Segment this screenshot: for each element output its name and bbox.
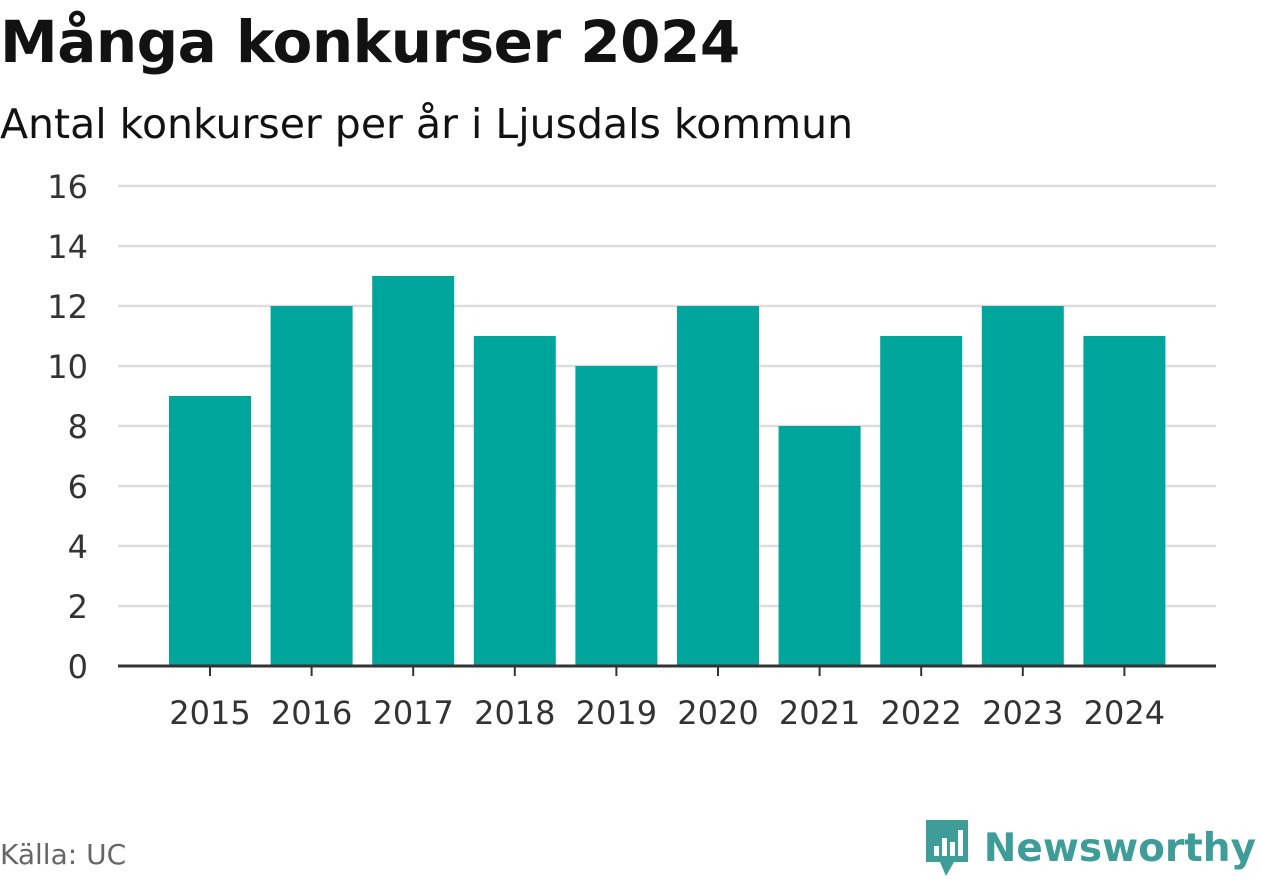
x-tick-label: 2017 <box>372 694 453 732</box>
bars <box>169 276 1166 666</box>
x-tick-label: 2024 <box>1084 694 1165 732</box>
bar <box>677 306 759 666</box>
y-tick-label: 8 <box>68 408 88 446</box>
brand-logo: Newsworthy <box>922 818 1256 878</box>
brand-name: Newsworthy <box>983 825 1256 871</box>
x-tick-label: 2023 <box>982 694 1063 732</box>
y-tick-label: 6 <box>68 468 88 506</box>
bar <box>473 336 556 666</box>
chart-title: Många konkurser 2024 <box>0 8 740 76</box>
y-tick-label: 2 <box>68 588 88 626</box>
y-tick-label: 12 <box>47 288 88 326</box>
x-tick-label: 2019 <box>576 694 657 732</box>
bar <box>270 306 353 666</box>
bar <box>981 306 1064 666</box>
bar <box>880 336 963 666</box>
bar <box>1083 336 1166 666</box>
y-tick-label: 16 <box>47 168 88 206</box>
bar <box>778 426 861 666</box>
bar <box>169 396 251 666</box>
x-tick-label: 2022 <box>880 694 961 732</box>
y-tick-label: 0 <box>68 648 88 686</box>
bar <box>372 276 455 666</box>
source-note: Källa: UC <box>0 838 127 871</box>
axes <box>118 664 1216 676</box>
x-tick-label: 2016 <box>271 694 352 732</box>
x-tick-label: 2021 <box>779 694 860 732</box>
y-tick-label: 4 <box>68 528 88 566</box>
y-tick-label: 14 <box>47 228 88 266</box>
tick-labels: 0 2 4 6 8 10 12 14 16 2015 2016 2017 2018 2019 2020 202… <box>47 168 1165 732</box>
x-tick-label: 2015 <box>169 694 250 732</box>
y-tick-label: 10 <box>47 348 88 386</box>
newsworthy-logo-icon <box>925 820 968 876</box>
bar <box>575 366 658 666</box>
chart-subtitle: Antal konkurser per år i Ljusdals kommun <box>0 100 854 148</box>
x-tick-label: 2020 <box>677 694 758 732</box>
x-tick-label: 2018 <box>474 694 555 732</box>
